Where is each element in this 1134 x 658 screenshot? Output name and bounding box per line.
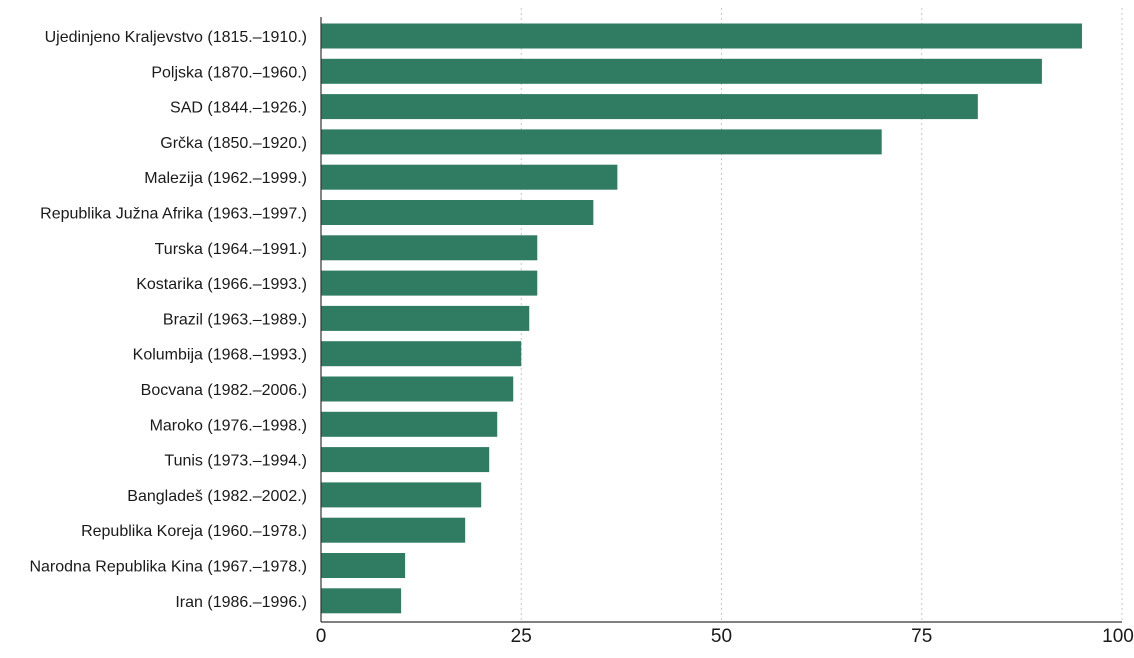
- bar-2: [321, 94, 978, 120]
- x-tick-label: 25: [511, 626, 532, 647]
- category-label: Republika Južna Afrika (1963.–1997.): [40, 206, 307, 223]
- bar-3: [321, 129, 882, 155]
- x-tick-labels: 0 25 50 75 100: [316, 626, 1134, 647]
- category-label: Grčka (1850.–1920.): [160, 135, 307, 152]
- bar-14: [321, 517, 466, 543]
- x-tick-label: 75: [911, 626, 932, 647]
- bar-11: [321, 411, 498, 437]
- category-label: Malezija (1962.–1999.): [144, 170, 307, 187]
- category-label: Tunis (1973.–1994.): [164, 453, 307, 470]
- bar-7: [321, 270, 538, 296]
- bar-16: [321, 588, 402, 614]
- grid-lines: [520, 8, 1123, 622]
- bar-5: [321, 200, 594, 225]
- x-tick-label: 100: [1102, 626, 1134, 647]
- category-labels: Ujedinjeno Kraljevstvo (1815.–1910.) Polj…: [29, 29, 307, 611]
- bar-13: [321, 482, 482, 508]
- category-label: Ujedinjeno Kraljevstvo (1815.–1910.): [45, 29, 307, 46]
- category-label: Bocvana (1982.–2006.): [141, 382, 307, 399]
- category-label: Iran (1986.–1996.): [175, 594, 307, 611]
- bar-15: [321, 553, 406, 578]
- category-label: Bangladeš (1982.–2002.): [127, 488, 307, 505]
- x-tick-label: 50: [711, 626, 732, 647]
- category-label: Poljska (1870.–1960.): [151, 64, 307, 81]
- x-tick-label: 0: [316, 626, 327, 647]
- category-label: Narodna Republika Kina (1967.–1978.): [29, 559, 307, 576]
- bar-8: [321, 305, 530, 331]
- category-label: Republika Koreja (1960.–1978.): [81, 523, 307, 540]
- bar-9: [321, 341, 522, 367]
- category-label: Turska (1964.–1991.): [155, 241, 307, 258]
- bar-6: [321, 235, 538, 261]
- category-label: Brazil (1963.–1989.): [163, 311, 307, 328]
- category-label: Kolumbija (1968.–1993.): [133, 347, 307, 364]
- category-label: Maroko (1976.–1998.): [150, 417, 307, 434]
- bar-1: [321, 58, 1042, 84]
- category-label: SAD (1844.–1926.): [170, 100, 307, 117]
- category-label: Kostarika (1966.–1993.): [136, 276, 307, 293]
- axes: [320, 17, 1122, 623]
- bar-10: [321, 376, 514, 402]
- bar-0: [321, 23, 1082, 49]
- bar-12: [321, 447, 490, 473]
- bars: [321, 23, 1082, 614]
- bar-4: [321, 164, 618, 190]
